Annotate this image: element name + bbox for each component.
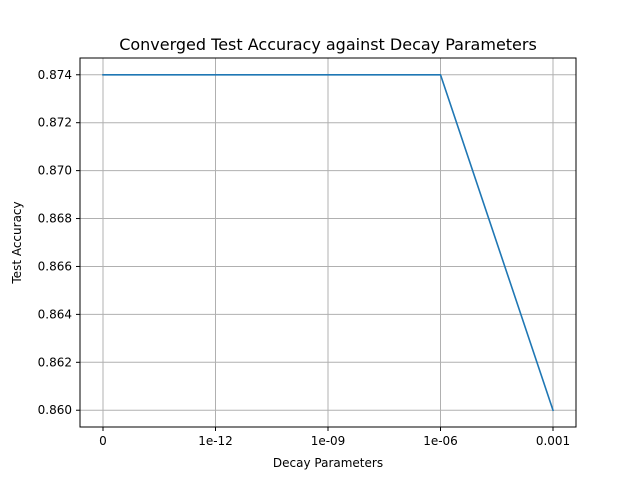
y-axis-label: Test Accuracy bbox=[10, 201, 24, 284]
x-tick-label: 0 bbox=[99, 434, 107, 448]
y-tick-label: 0.864 bbox=[38, 307, 72, 321]
y-axis-ticks: 0.860 0.862 0.864 0.866 0.868 0.870 0.872 0.874 bbox=[38, 68, 80, 417]
x-tick-label: 1e-06 bbox=[423, 434, 458, 448]
y-tick-label: 0.862 bbox=[38, 355, 72, 369]
chart-title: Converged Test Accuracy against Decay Pa… bbox=[119, 35, 537, 54]
y-tick-label: 0.866 bbox=[38, 259, 72, 273]
y-tick-label: 0.860 bbox=[38, 403, 72, 417]
y-tick-label: 0.872 bbox=[38, 116, 72, 130]
series-layer bbox=[102, 73, 555, 412]
x-tick-label: 1e-09 bbox=[311, 434, 346, 448]
x-tick-label: 0.001 bbox=[536, 434, 570, 448]
grid-lines bbox=[80, 58, 576, 427]
x-tick-label: 1e-12 bbox=[198, 434, 233, 448]
x-axis-ticks: 0 1e-12 1e-09 1e-06 0.001 bbox=[99, 427, 570, 448]
y-tick-label: 0.870 bbox=[38, 164, 72, 178]
y-tick-label: 0.868 bbox=[38, 212, 72, 226]
series-line bbox=[102, 73, 555, 412]
x-axis-label: Decay Parameters bbox=[273, 456, 383, 470]
y-tick-label: 0.874 bbox=[38, 68, 72, 82]
